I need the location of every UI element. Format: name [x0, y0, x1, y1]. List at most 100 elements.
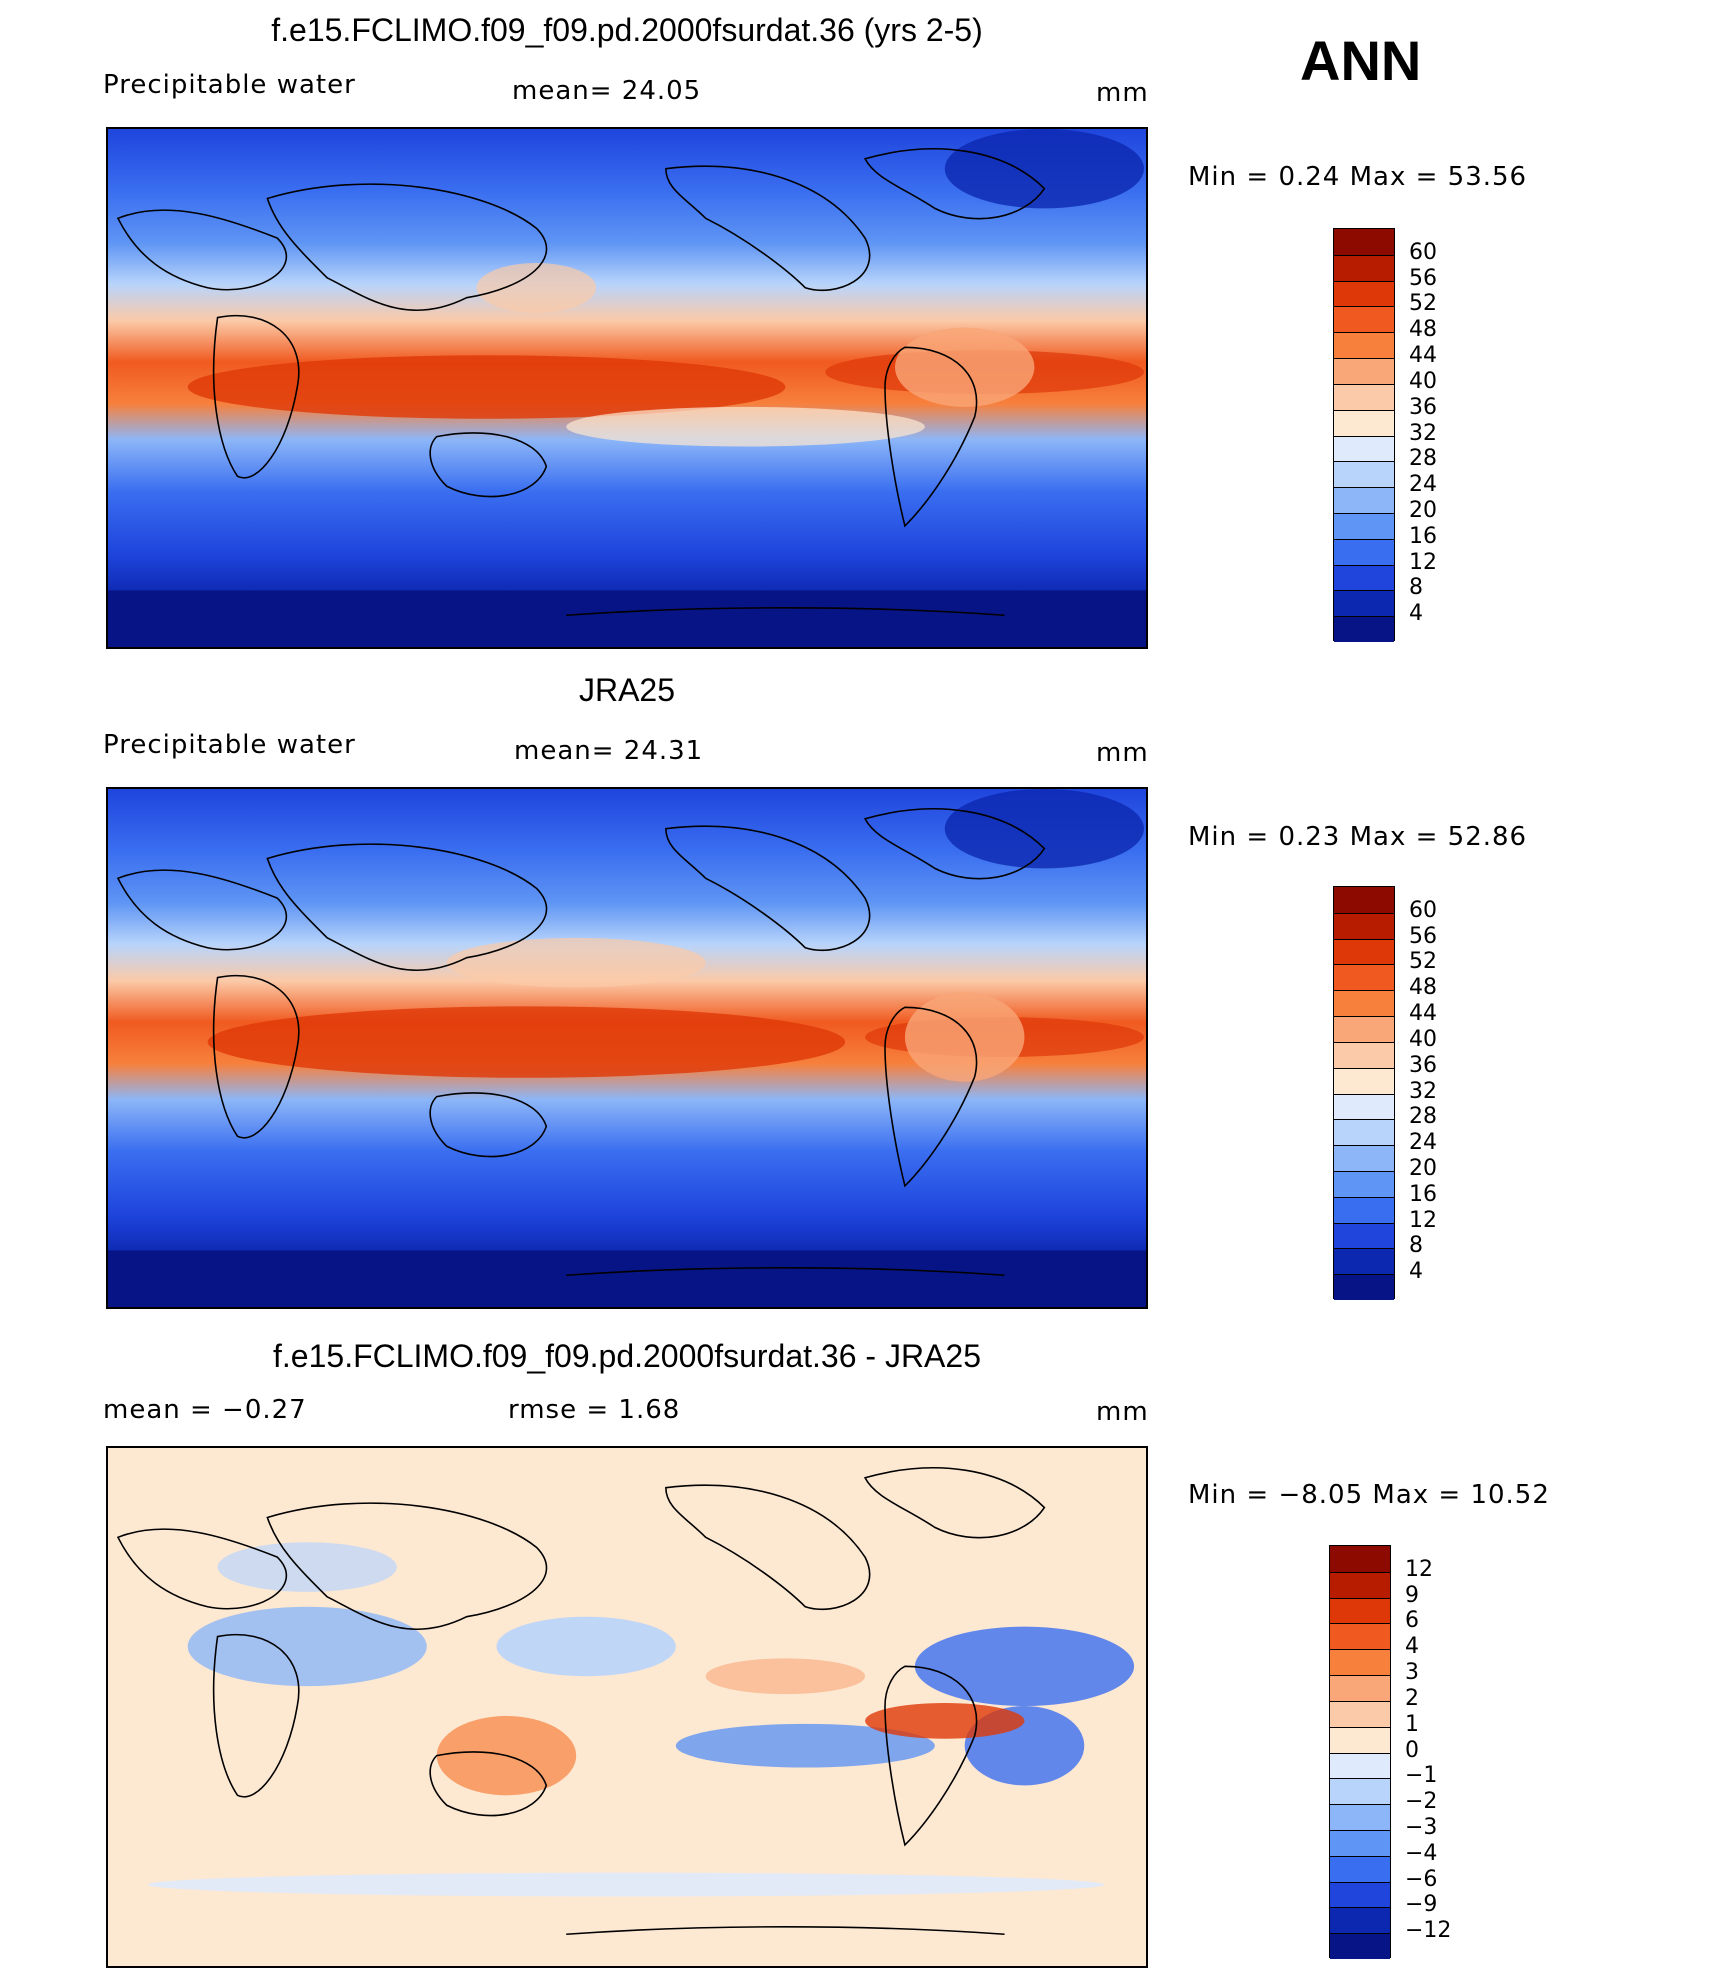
colorbar-level-label: −6: [1405, 1866, 1438, 1892]
colorbar-level-label: 2: [1405, 1685, 1419, 1711]
panel-1-title: f.e15.FCLIMO.f09_f09.pd.2000fsurdat.36 (…: [271, 12, 983, 48]
colorbar-swatch: [1334, 990, 1394, 1017]
colorbar-swatch: [1334, 435, 1394, 462]
colorbar-swatch: [1330, 1675, 1390, 1701]
colorbar-swatch: [1330, 1804, 1390, 1830]
colorbar-swatch: [1334, 1248, 1394, 1275]
panel-2-mean-label: mean= 24.31: [514, 736, 704, 766]
colorbar-level-label: 52: [1409, 291, 1437, 317]
colorbar-level-label: 4: [1409, 601, 1423, 627]
colorbar-swatch: [1334, 229, 1394, 255]
colorbar-swatch: [1330, 1649, 1390, 1676]
colorbar-swatch: [1334, 964, 1394, 991]
colorbar-swatch: [1334, 461, 1394, 488]
colorbar-level-label: 40: [1409, 368, 1437, 394]
colorbar-level-label: −3: [1405, 1814, 1438, 1840]
panel-2-title: JRA25: [578, 672, 676, 708]
panel-1-map: [106, 127, 1148, 649]
panel-2-units: mm: [1096, 738, 1149, 768]
colorbar-swatch: [1334, 1016, 1394, 1042]
colorbar-swatch: [1330, 1571, 1390, 1598]
colorbar-level-label: 9: [1405, 1582, 1419, 1608]
colorbar-level-label: 32: [1409, 420, 1437, 446]
panel-3-min-max: Min = −8.05 Max = 10.52: [1188, 1480, 1550, 1510]
panel-3-mean-label: mean = −0.27: [103, 1395, 307, 1425]
panel-3-title: f.e15.FCLIMO.f09_f09.pd.2000fsurdat.36 -…: [273, 1338, 981, 1374]
colorbar-level-label: 36: [1409, 394, 1437, 420]
colorbar-level-label: 8: [1409, 1233, 1423, 1259]
colorbar-level-label: 56: [1409, 265, 1437, 291]
colorbar-level-label: 8: [1409, 575, 1423, 601]
colorbar-level-label: 0: [1405, 1737, 1419, 1763]
colorbar-level-label: 28: [1409, 446, 1437, 472]
panel-2-min-max: Min = 0.23 Max = 52.86: [1188, 822, 1528, 852]
colorbar-swatch: [1334, 512, 1394, 539]
colorbar-swatch: [1334, 358, 1394, 384]
colorbar-level-label: 12: [1405, 1556, 1433, 1582]
colorbar-swatch: [1334, 590, 1394, 617]
colorbar-level-label: 32: [1409, 1078, 1437, 1104]
colorbar-level-label: 52: [1409, 949, 1437, 975]
colorbar-swatch: [1334, 332, 1394, 359]
colorbar-swatch: [1334, 538, 1394, 565]
colorbar-level-label: 24: [1409, 1130, 1437, 1156]
colorbar-swatch: [1334, 887, 1394, 913]
colorbar-level-label: 48: [1409, 317, 1437, 343]
colorbar-swatch: [1330, 1623, 1390, 1650]
panel-1-mean-label: mean= 24.05: [512, 76, 702, 106]
colorbar-swatch: [1334, 409, 1394, 436]
colorbar-swatch: [1330, 1829, 1390, 1856]
colorbar-level-label: −9: [1405, 1892, 1438, 1918]
colorbar-swatch: [1334, 1119, 1394, 1146]
colorbar-swatch: [1330, 1881, 1390, 1908]
colorbar-level-label: 4: [1405, 1634, 1419, 1660]
colorbar-swatch: [1334, 1222, 1394, 1249]
colorbar-level-label: 3: [1405, 1660, 1419, 1686]
colorbar-swatch: [1330, 1855, 1390, 1882]
colorbar-swatch: [1334, 616, 1394, 642]
panel-3-units: mm: [1096, 1397, 1149, 1427]
colorbar-level-label: −12: [1405, 1918, 1452, 1944]
colorbar-level-label: 60: [1409, 239, 1437, 265]
colorbar-swatch: [1334, 912, 1394, 939]
colorbar-swatch: [1334, 938, 1394, 965]
panel-1-colorbar: [1333, 228, 1395, 642]
colorbar-level-label: −1: [1405, 1763, 1438, 1789]
colorbar-level-label: −2: [1405, 1789, 1438, 1815]
colorbar-swatch: [1334, 383, 1394, 410]
colorbar-swatch: [1330, 1700, 1390, 1727]
colorbar-level-label: 44: [1409, 343, 1437, 369]
season-label: ANN: [1300, 29, 1422, 92]
colorbar-swatch: [1334, 280, 1394, 307]
colorbar-swatch: [1330, 1752, 1390, 1779]
colorbar-level-label: 28: [1409, 1104, 1437, 1130]
colorbar-level-label: −4: [1405, 1840, 1438, 1866]
colorbar-level-label: 60: [1409, 897, 1437, 923]
panel-1-units: mm: [1096, 78, 1149, 108]
colorbar-level-label: 40: [1409, 1026, 1437, 1052]
colorbar-level-label: 12: [1409, 1207, 1437, 1233]
panel-1-variable-label: Precipitable water: [103, 70, 356, 100]
panel-1-min-max: Min = 0.24 Max = 53.56: [1188, 162, 1528, 192]
colorbar-swatch: [1334, 564, 1394, 591]
colorbar-level-label: 24: [1409, 472, 1437, 498]
panel-2-variable-label: Precipitable water: [103, 730, 356, 760]
colorbar-swatch: [1330, 1907, 1390, 1934]
colorbar-swatch: [1330, 1546, 1390, 1572]
colorbar-level-label: 20: [1409, 1155, 1437, 1181]
colorbar-level-label: 4: [1409, 1259, 1423, 1285]
colorbar-swatch: [1334, 1093, 1394, 1120]
colorbar-swatch: [1334, 306, 1394, 333]
colorbar-swatch: [1330, 1726, 1390, 1753]
colorbar-level-label: 20: [1409, 497, 1437, 523]
colorbar-level-label: 16: [1409, 523, 1437, 549]
colorbar-swatch: [1330, 1778, 1390, 1805]
colorbar-swatch: [1334, 1041, 1394, 1068]
colorbar-swatch: [1330, 1933, 1390, 1959]
colorbar-swatch: [1330, 1597, 1390, 1624]
panel-3-rmse-label: rmse = 1.68: [508, 1395, 681, 1425]
colorbar-swatch: [1334, 1170, 1394, 1197]
colorbar-level-label: 56: [1409, 923, 1437, 949]
colorbar-level-label: 1: [1405, 1711, 1419, 1737]
panel-2-colorbar: [1333, 886, 1395, 1300]
